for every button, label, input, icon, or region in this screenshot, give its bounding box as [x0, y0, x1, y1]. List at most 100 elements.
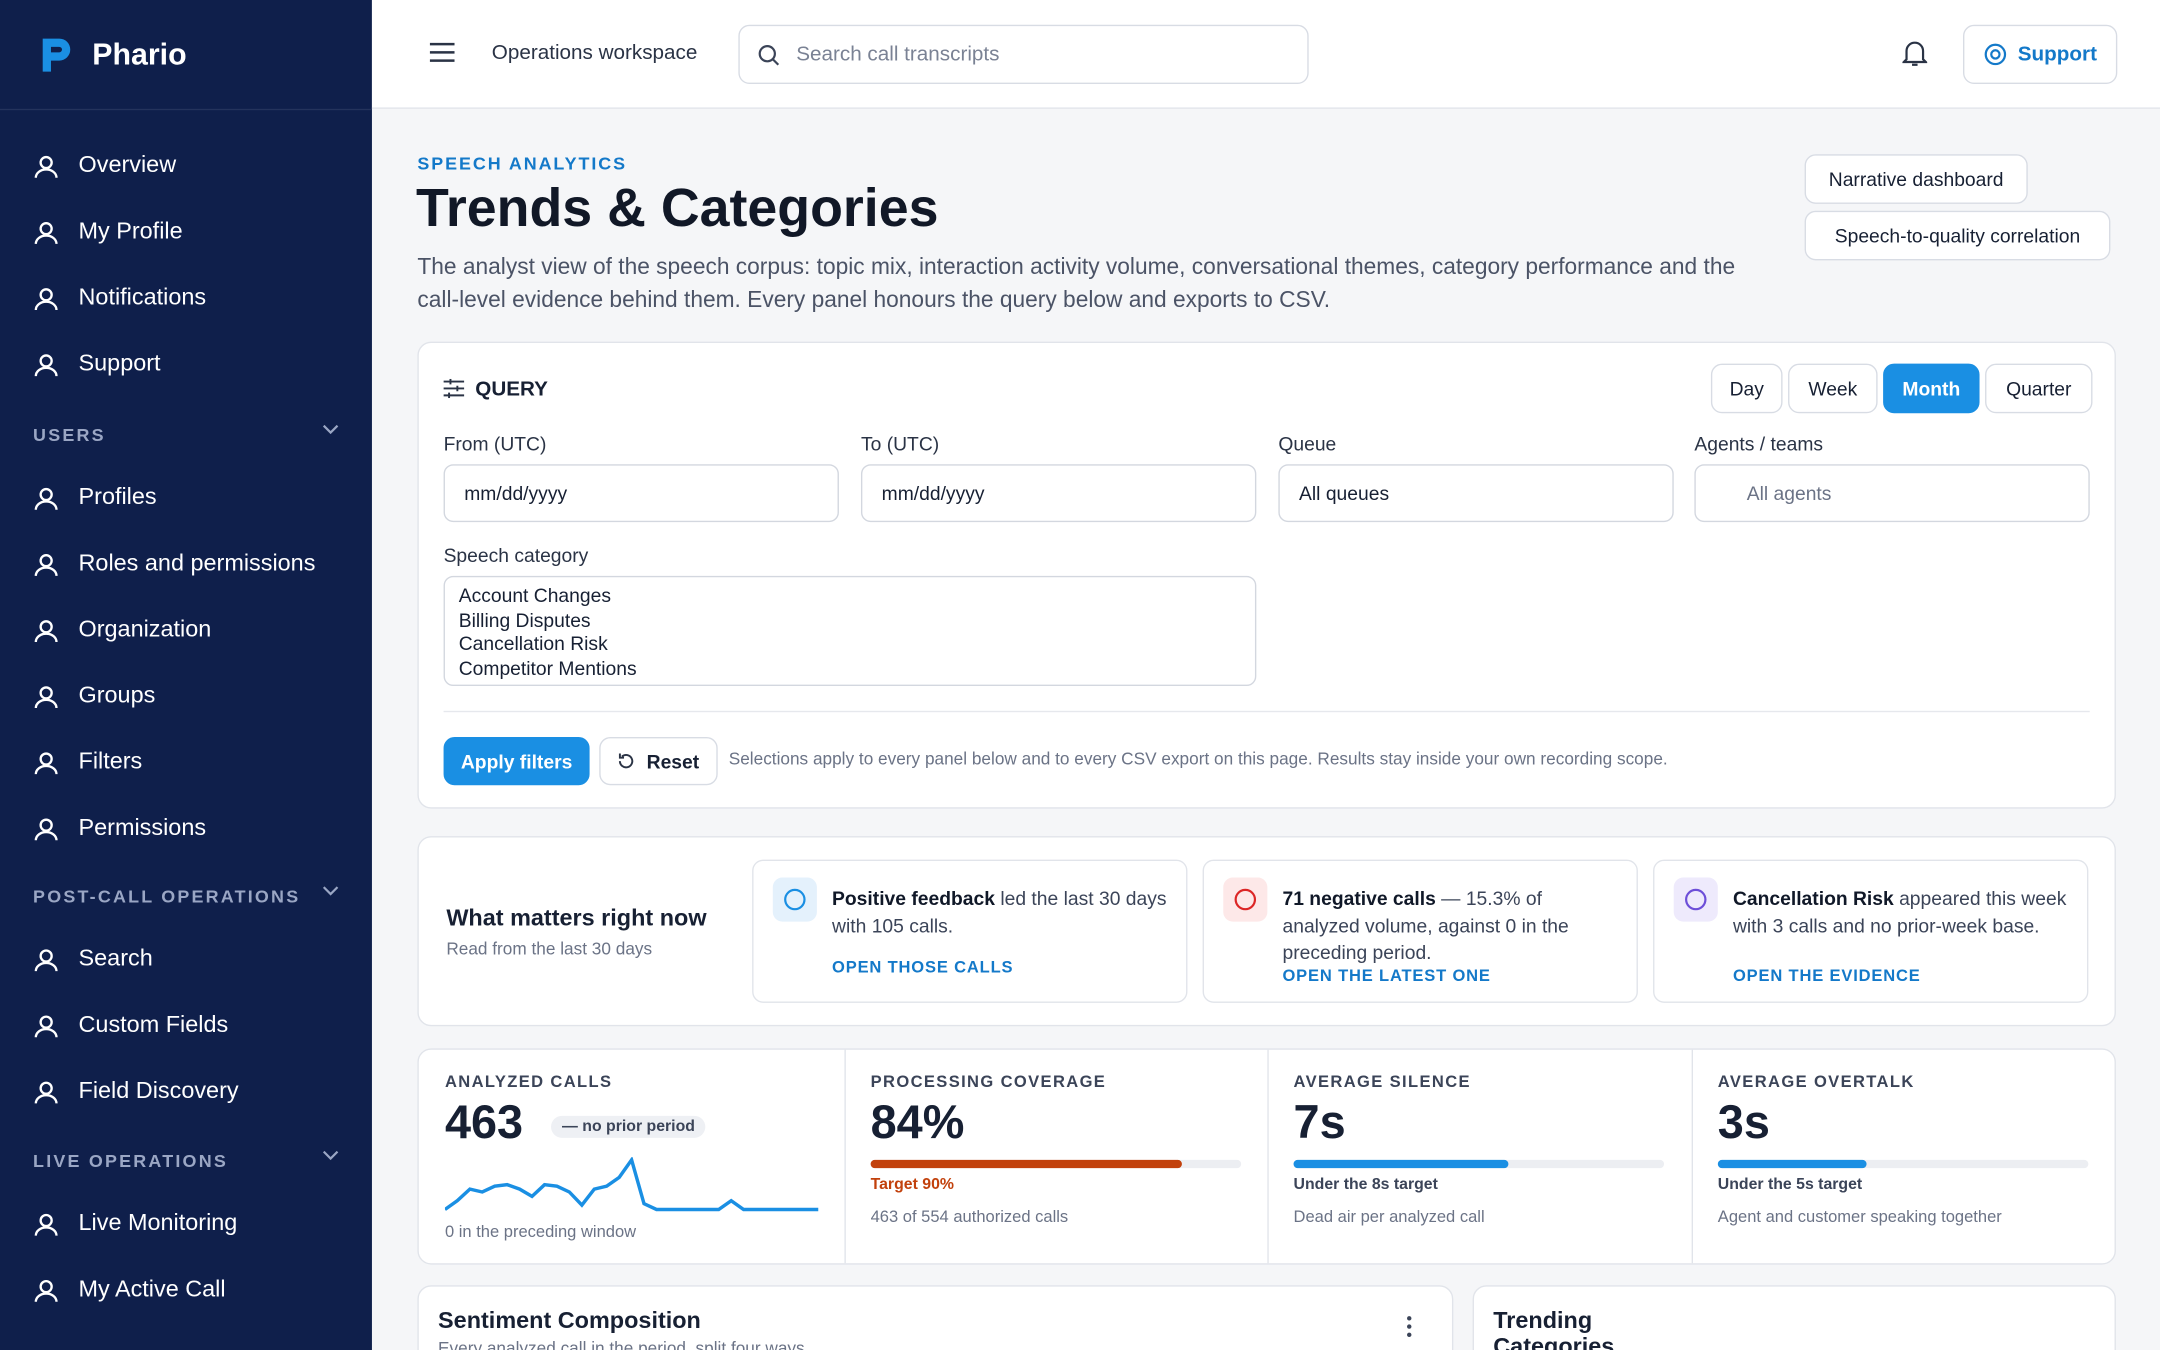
kpi-note: Target 90% [870, 1176, 954, 1193]
nav-item[interactable]: Live Monitoring [33, 1207, 237, 1240]
nav-item[interactable]: Overview [33, 149, 176, 182]
insight-link[interactable]: OPEN THE LATEST ONE [1282, 965, 1491, 985]
header-button[interactable]: Narrative dashboard [1804, 154, 2028, 204]
insight: Cancellation Risk appeared this week wit… [1653, 859, 2089, 1003]
kpi-label: AVERAGE SILENCE [1293, 1071, 1471, 1092]
reset-label: Reset [646, 750, 700, 773]
bell-icon[interactable] [1902, 40, 1928, 68]
more-icon[interactable] [1406, 1316, 1412, 1338]
divider [844, 1049, 846, 1264]
section-header[interactable]: LIVE OPERATIONS [33, 1150, 339, 1171]
category-list[interactable]: Account Changes Billing Disputes Cancellat… [443, 575, 1257, 687]
category-option[interactable]: Billing Disputes [458, 608, 591, 631]
nav-icon [34, 948, 58, 971]
nav-item[interactable]: Support [33, 347, 161, 380]
placeholder: mm/dd/yyyy [881, 482, 985, 505]
nav-item[interactable]: Field Discovery [33, 1074, 239, 1107]
period-button[interactable]: Quarter [1985, 363, 2093, 414]
category-option[interactable]: Account Changes [458, 584, 611, 607]
page-title: Trends & Categories [416, 179, 939, 239]
nav-label: Profiles [78, 483, 157, 510]
nav-icon [34, 287, 58, 310]
nav-label: Live Monitoring [78, 1209, 238, 1236]
nav-label: My Profile [78, 217, 183, 244]
field-label: Speech category [443, 544, 589, 567]
kpi-foot: 463 of 554 authorized calls [870, 1206, 1069, 1227]
nav-item[interactable]: My Profile [33, 215, 183, 248]
panel-subtitle: Every analyzed call in the period, split… [438, 1338, 805, 1350]
meter-track [1293, 1159, 1665, 1169]
category-option[interactable]: Cancellation Risk [458, 632, 608, 655]
select-value: All agents [1746, 482, 1832, 505]
panel-title: Trending Categories [1493, 1307, 1615, 1350]
insight-icon [1223, 877, 1268, 922]
nav-icon [34, 619, 58, 642]
divider [0, 108, 372, 111]
nav-icon [34, 1279, 58, 1302]
period-button[interactable]: Month [1883, 363, 1980, 414]
nav-icon [34, 751, 58, 774]
topbar: Operations workspace Search call transcr… [371, 0, 2160, 109]
section-title: POST-CALL OPERATIONS [33, 885, 301, 907]
support-icon [1984, 43, 2006, 66]
nav-icon [34, 817, 58, 840]
nav-item[interactable]: Groups [33, 679, 155, 712]
kpi-value: 7s [1293, 1096, 1346, 1149]
date-input[interactable]: mm/dd/yyyy [443, 464, 839, 523]
sparkline-line [444, 1157, 819, 1212]
kpi-label: PROCESSING COVERAGE [870, 1071, 1107, 1092]
panel-title: Sentiment Composition [438, 1307, 701, 1334]
insight-link[interactable]: OPEN THE EVIDENCE [1732, 965, 1921, 985]
logo [42, 38, 71, 72]
chevron [322, 1150, 339, 1161]
reset-button[interactable]: Reset [599, 736, 718, 786]
menu-icon[interactable] [429, 41, 455, 63]
nav-item[interactable]: Custom Fields [33, 1008, 228, 1041]
field-label: Queue [1278, 432, 1337, 455]
nav-item[interactable]: Filters [33, 745, 142, 778]
nav-label: Field Discovery [78, 1077, 239, 1104]
nav-item[interactable]: Search [33, 942, 153, 975]
insight-body: led the last 30 days with 105 calls. [832, 887, 1167, 937]
nav-icon [34, 221, 58, 244]
kpi-value: 84% [870, 1096, 965, 1149]
insight-body: appeared this week with 3 calls and no p… [1732, 887, 2067, 937]
sidebar: Phario Overview My Profile Notifications Su… [0, 0, 372, 1350]
nav-item[interactable]: My Active Call [33, 1273, 226, 1306]
nav-item[interactable]: Notifications [33, 281, 206, 314]
queue-select[interactable]: All queues [1278, 464, 1674, 523]
divider [1267, 1049, 1269, 1264]
nav-item[interactable]: Organization [33, 613, 211, 646]
nav-item[interactable]: Profiles [33, 481, 157, 514]
insight-text: 71 negative calls — 15.3% of analyzed vo… [1282, 886, 1619, 967]
search-box[interactable]: Search call transcripts [738, 24, 1309, 85]
header-button[interactable]: Speech-to-quality correlation [1804, 210, 2111, 261]
meter-track [870, 1159, 1242, 1169]
apply-button[interactable]: Apply filters [443, 736, 590, 786]
period-button[interactable]: Week [1788, 363, 1878, 414]
insights-title: What matters right now [446, 905, 707, 932]
category-option[interactable]: Competitor Mentions [458, 656, 637, 679]
chevron [322, 886, 339, 896]
nav-icon [34, 1213, 58, 1236]
icon-glyph [784, 888, 806, 911]
brand: Phario [92, 37, 187, 72]
insight-bold: 71 negative calls [1282, 887, 1436, 910]
insight-link[interactable]: OPEN THOSE CALLS [832, 957, 1014, 977]
agents-select[interactable]: All agents [1694, 464, 2090, 523]
query-note: Selections apply to every panel below an… [728, 749, 1668, 769]
date-input[interactable]: mm/dd/yyyy [860, 464, 1257, 523]
section-header[interactable]: USERS [33, 424, 339, 445]
panel: Trending Categories [1472, 1285, 2116, 1350]
nav-item[interactable]: Permissions [33, 811, 206, 844]
section-header[interactable]: POST-CALL OPERATIONS [33, 885, 339, 907]
period-button[interactable]: Day [1710, 363, 1783, 414]
nav-item[interactable]: Roles and permissions [33, 547, 315, 580]
field-label: To (UTC) [860, 432, 940, 455]
meter-fill [870, 1159, 1182, 1169]
insights-card: What matters right now Read from the las… [417, 836, 2116, 1027]
support-button[interactable]: Support [1963, 24, 2118, 85]
kpi-card: ANALYZED CALLS 463 0 in the preceding wind… [417, 1048, 2116, 1265]
chevron [322, 424, 339, 435]
